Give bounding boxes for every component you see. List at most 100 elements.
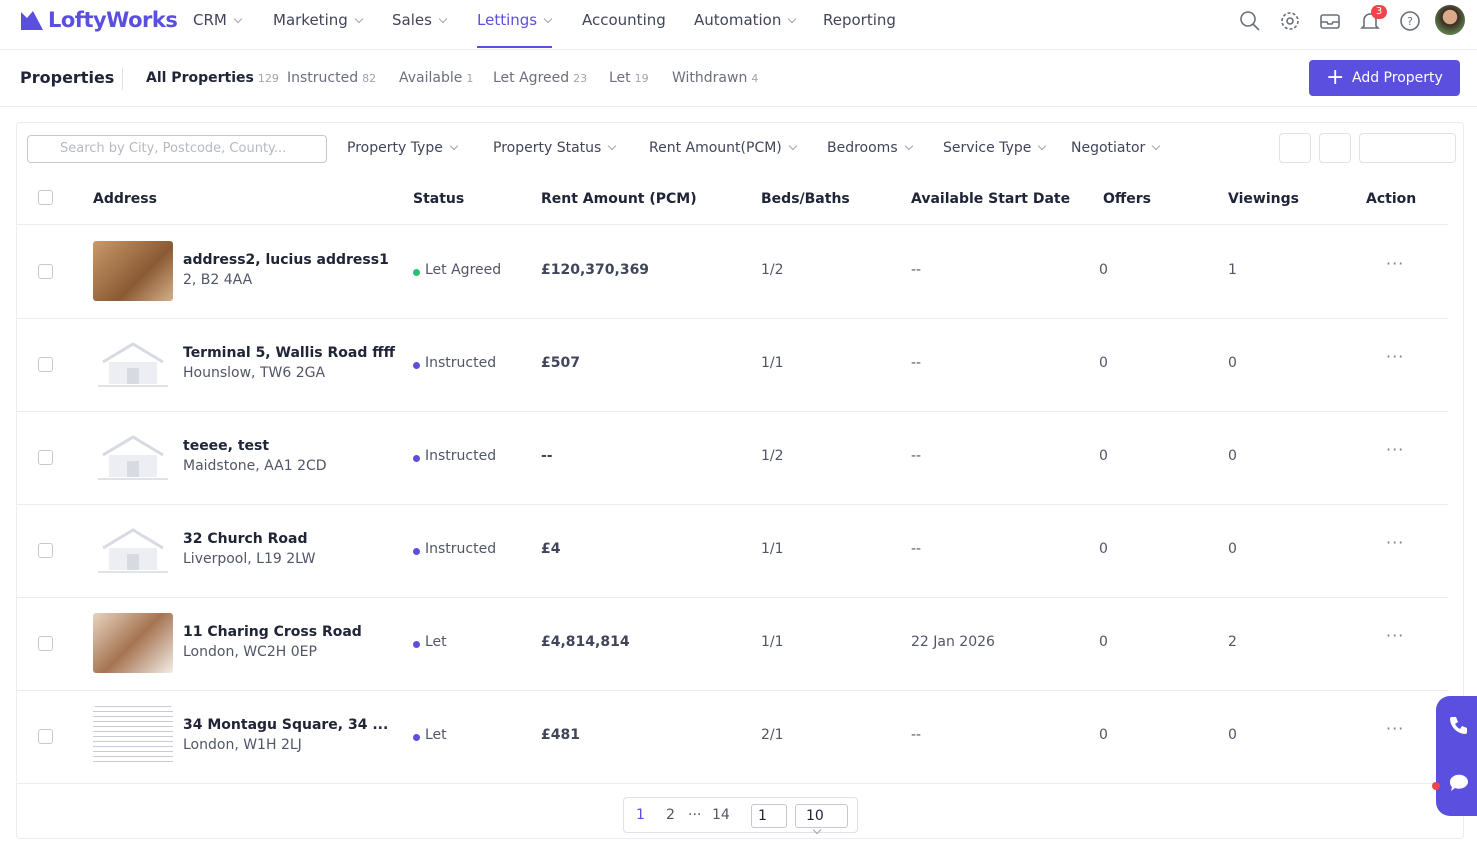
chevron <box>543 14 553 24</box>
column-header: Status <box>413 191 465 207</box>
search-icon[interactable] <box>1239 10 1261 32</box>
view-switch[interactable] <box>1359 133 1456 163</box>
page-title: Properties <box>20 68 115 87</box>
action-menu[interactable]: ··· <box>1386 626 1405 645</box>
filter-tab[interactable]: Let 19 <box>609 70 649 86</box>
property-thumbnail <box>93 241 173 301</box>
action-menu[interactable]: ··· <box>1386 533 1405 552</box>
table-row: 32 Church Road Liverpool, L19 2LW Instruct… <box>17 505 1448 598</box>
status-dot <box>413 734 420 741</box>
beds-baths: 1/1 <box>761 355 784 371</box>
tab-count: 129 <box>257 72 279 85</box>
toolbar-button[interactable] <box>1319 133 1351 163</box>
row-checkbox[interactable] <box>38 543 53 558</box>
menu-item[interactable]: Automation <box>694 11 797 29</box>
dropdown-label: Negotiator <box>1071 140 1146 156</box>
rent-amount: -- <box>541 448 553 464</box>
goto-input[interactable]: 1 <box>751 804 787 828</box>
phone-icon[interactable] <box>1448 714 1470 736</box>
start-date: -- <box>911 262 922 278</box>
table-row: address2, lucius address1 2, B2 4AA Let Ag… <box>17 226 1448 319</box>
beds-baths: 1/1 <box>761 541 784 557</box>
table-row: 34 Montagu Square, 34 ... London, W1H 2LJ… <box>17 691 1448 784</box>
help-icon[interactable]: ? <box>1399 10 1421 32</box>
page-number[interactable]: 2 <box>666 807 675 823</box>
contact-widget[interactable] <box>1436 696 1477 816</box>
row-checkbox[interactable] <box>38 264 53 279</box>
page-size-select[interactable]: 10 <box>795 804 848 835</box>
property-thumbnail <box>93 706 173 766</box>
filter-dropdown[interactable]: Rent Amount(PCM) <box>649 140 798 156</box>
viewings: 0 <box>1228 727 1237 743</box>
page-number[interactable]: ··· <box>688 807 702 823</box>
menu-label: Marketing <box>273 11 348 29</box>
dropdown-label: Bedrooms <box>827 140 898 156</box>
start-date: -- <box>911 355 922 371</box>
filter-tab[interactable]: Instructed 82 <box>287 70 376 86</box>
status-dot <box>413 548 420 555</box>
filter-tab[interactable]: Withdrawn 4 <box>672 70 758 86</box>
column-header: Beds/Baths <box>761 191 850 207</box>
beds-baths: 1/2 <box>761 262 784 278</box>
column-header: Viewings <box>1228 191 1299 207</box>
chevron <box>812 825 822 835</box>
address-line[interactable]: teeee, test <box>183 438 270 454</box>
tab-label: Instructed <box>287 70 359 86</box>
viewings: 2 <box>1228 634 1237 650</box>
status-text: Instructed <box>425 448 497 464</box>
table-row: Terminal 5, Wallis Road ffff Hounslow, TW… <box>17 319 1448 412</box>
filter-dropdown[interactable]: Property Status <box>493 140 617 156</box>
page-number[interactable]: 1 <box>636 807 645 823</box>
chevron <box>354 14 364 24</box>
menu-item[interactable]: CRM <box>193 11 243 29</box>
search-box[interactable]: Search by City, Postcode, County... <box>27 135 327 163</box>
tab-count: 19 <box>634 72 649 85</box>
menu-item[interactable]: Reporting <box>823 11 896 29</box>
inbox-icon[interactable] <box>1319 10 1341 32</box>
address-area: London, WC2H 0EP <box>183 644 317 660</box>
select-all-checkbox[interactable] <box>38 190 53 205</box>
filter-dropdown[interactable]: Property Type <box>347 140 459 156</box>
filter-dropdown[interactable]: Service Type <box>943 140 1047 156</box>
menu-label: Sales <box>392 11 432 29</box>
add-property-button[interactable]: + Add Property <box>1309 60 1460 96</box>
address-area: Hounslow, TW6 2GA <box>183 365 326 381</box>
address-line[interactable]: 34 Montagu Square, 34 ... <box>183 717 389 733</box>
page-number[interactable]: 14 <box>712 807 730 823</box>
menu-item[interactable]: Marketing <box>273 11 364 29</box>
row-checkbox[interactable] <box>38 357 53 372</box>
menu-label: Lettings <box>477 11 538 29</box>
toolbar-button[interactable] <box>1279 133 1311 163</box>
menu-item[interactable]: Lettings <box>477 11 553 29</box>
row-checkbox[interactable] <box>38 729 53 744</box>
address-line[interactable]: address2, lucius address1 <box>183 252 389 268</box>
filter-tab[interactable]: Let Agreed 23 <box>493 70 587 86</box>
menu-item[interactable]: Accounting <box>582 11 666 29</box>
table-row: teeee, test Maidstone, AA1 2CD Instructed -… <box>17 412 1448 505</box>
status-text: Let <box>425 727 447 743</box>
chat-icon[interactable] <box>1448 772 1470 794</box>
settings-icon[interactable] <box>1279 10 1301 32</box>
address-line[interactable]: 11 Charing Cross Road <box>183 624 362 640</box>
menu-item[interactable]: Sales <box>392 11 448 29</box>
row-checkbox[interactable] <box>38 450 53 465</box>
filter-dropdown[interactable]: Negotiator <box>1071 140 1161 156</box>
action-menu[interactable]: ··· <box>1386 254 1405 273</box>
action-menu[interactable]: ··· <box>1386 440 1405 459</box>
address-line[interactable]: 32 Church Road <box>183 531 308 547</box>
house-placeholder <box>98 435 168 480</box>
column-header: Offers <box>1103 191 1151 207</box>
table-header: Address Status Rent Amount (PCM) Beds/Baths… <box>17 175 1448 225</box>
tab-label: Available <box>399 70 463 86</box>
filter-tab[interactable]: Available 1 <box>399 70 473 86</box>
address-line[interactable]: Terminal 5, Wallis Road ffff <box>183 345 395 361</box>
filter-dropdown[interactable]: Bedrooms <box>827 140 913 156</box>
avatar[interactable] <box>1435 5 1465 35</box>
tab-label: All Properties <box>146 70 254 86</box>
row-checkbox[interactable] <box>38 636 53 651</box>
filter-tab[interactable]: All Properties 129 <box>146 70 279 86</box>
menu-label: Automation <box>694 11 782 29</box>
action-menu[interactable]: ··· <box>1386 347 1405 366</box>
house-placeholder <box>98 528 168 573</box>
action-menu[interactable]: ··· <box>1386 719 1405 738</box>
